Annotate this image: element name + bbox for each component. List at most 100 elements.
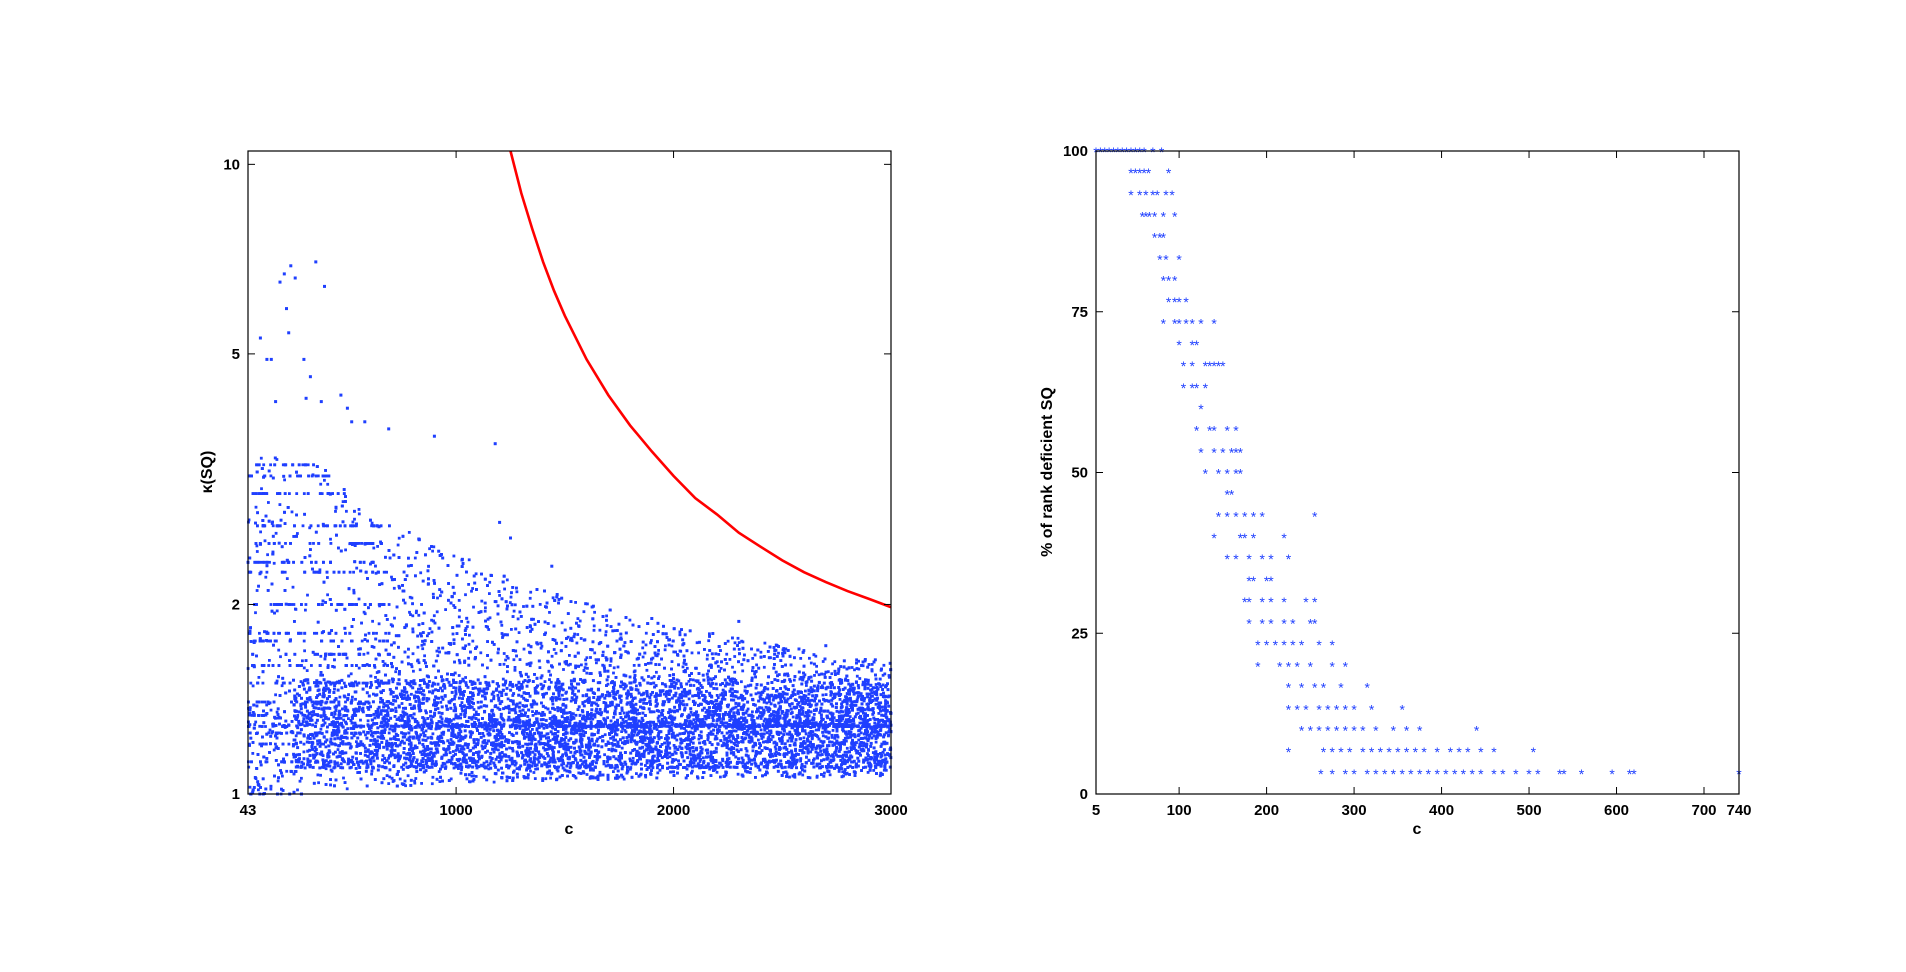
scatter-point bbox=[371, 734, 375, 738]
scatter-point bbox=[362, 610, 366, 614]
scatter-point bbox=[633, 730, 637, 734]
scatter-point bbox=[442, 683, 446, 686]
scatter-point bbox=[808, 656, 811, 660]
scatter-point bbox=[855, 658, 858, 662]
scatter-point bbox=[742, 723, 746, 726]
scatter-point bbox=[437, 770, 441, 773]
scatter-point bbox=[687, 697, 691, 701]
scatter-point bbox=[488, 616, 492, 620]
scatter-point bbox=[414, 777, 418, 780]
scatter-point bbox=[465, 625, 469, 628]
scatter-point bbox=[278, 731, 282, 735]
scatter-point bbox=[268, 560, 271, 564]
scatter-point bbox=[604, 656, 608, 659]
scatter-point bbox=[285, 577, 289, 580]
scatter-point bbox=[731, 665, 734, 669]
scatter-point bbox=[785, 772, 789, 776]
scatter-point bbox=[613, 729, 617, 733]
scatter-point bbox=[260, 560, 264, 564]
scatter-point bbox=[444, 608, 447, 611]
scatter-point bbox=[823, 771, 826, 775]
scatter-point bbox=[829, 758, 833, 762]
scatter-point bbox=[614, 757, 618, 761]
scatter-point bbox=[258, 724, 262, 728]
scatter-point bbox=[424, 709, 427, 713]
scatter-point bbox=[255, 550, 259, 553]
scatter-point bbox=[857, 659, 860, 663]
scatter-point bbox=[580, 663, 583, 667]
scatter-point bbox=[626, 768, 629, 772]
scatter-point bbox=[505, 578, 509, 582]
scatter-point bbox=[664, 724, 668, 728]
scatter-point bbox=[477, 691, 481, 695]
scatter-point bbox=[621, 741, 624, 745]
scatter-point bbox=[467, 656, 470, 660]
scatter-point bbox=[653, 747, 657, 751]
scatter-point bbox=[304, 608, 307, 612]
scatter-point bbox=[701, 720, 705, 724]
scatter-point bbox=[708, 632, 711, 636]
scatter-point bbox=[310, 718, 314, 722]
scatter-point bbox=[688, 691, 692, 695]
scatter-point bbox=[812, 713, 816, 716]
scatter-point bbox=[833, 660, 837, 664]
scatter-point bbox=[418, 684, 422, 687]
scatter-point bbox=[342, 776, 345, 780]
scatter-point bbox=[808, 776, 812, 780]
scatter-point bbox=[695, 717, 699, 721]
scatter-point bbox=[501, 636, 504, 639]
scatter-point bbox=[715, 723, 719, 726]
scatter-point bbox=[393, 616, 396, 620]
scatter-point bbox=[778, 716, 782, 720]
scatter-point bbox=[691, 678, 695, 682]
scatter-point bbox=[678, 630, 682, 634]
scatter-point bbox=[870, 688, 874, 691]
scatter-point bbox=[366, 719, 370, 723]
scatter-point bbox=[402, 706, 405, 710]
scatter-point bbox=[283, 570, 287, 574]
scatter-point bbox=[515, 767, 519, 770]
scatter-point bbox=[522, 733, 525, 736]
scatter-point bbox=[302, 492, 306, 495]
scatter-point bbox=[363, 612, 367, 616]
scatter-point bbox=[417, 613, 421, 617]
scatter-point bbox=[416, 645, 420, 649]
scatter-point bbox=[460, 701, 464, 704]
scatter-point bbox=[318, 568, 322, 572]
scatter-point bbox=[365, 663, 369, 666]
scatter-point bbox=[430, 618, 433, 622]
scatter-point bbox=[516, 617, 520, 621]
scatter-point bbox=[420, 643, 424, 647]
scatter-point bbox=[392, 586, 396, 590]
scatter-point bbox=[605, 624, 609, 627]
scatter-point bbox=[457, 658, 461, 662]
scatter-point bbox=[316, 742, 320, 746]
scatter-point bbox=[390, 578, 394, 582]
scatter-point bbox=[253, 639, 257, 643]
scatter-point bbox=[290, 510, 294, 514]
scatter-point bbox=[474, 775, 478, 778]
scatter-point bbox=[524, 742, 527, 746]
scatter-point bbox=[452, 766, 456, 770]
scatter-point bbox=[788, 730, 792, 734]
scatter-point bbox=[333, 760, 337, 764]
scatter-point bbox=[255, 589, 259, 592]
scatter-point bbox=[488, 592, 491, 595]
scatter-point bbox=[324, 745, 328, 749]
scatter-point bbox=[644, 764, 647, 767]
scatter-point bbox=[855, 700, 859, 704]
scatter-point bbox=[444, 651, 448, 655]
scatter-point bbox=[531, 728, 534, 731]
scatter-point bbox=[814, 728, 818, 732]
scatter-point bbox=[888, 728, 892, 732]
scatter-point bbox=[402, 690, 406, 693]
scatter-point bbox=[411, 614, 415, 618]
scatter-point bbox=[480, 599, 484, 603]
scatter-point bbox=[644, 643, 648, 647]
scatter-point bbox=[388, 775, 392, 779]
scatter-point bbox=[664, 694, 668, 698]
scatter-point bbox=[523, 763, 526, 766]
scatter-point bbox=[266, 553, 269, 557]
scatter-point bbox=[538, 603, 542, 606]
scatter-point bbox=[321, 673, 324, 677]
